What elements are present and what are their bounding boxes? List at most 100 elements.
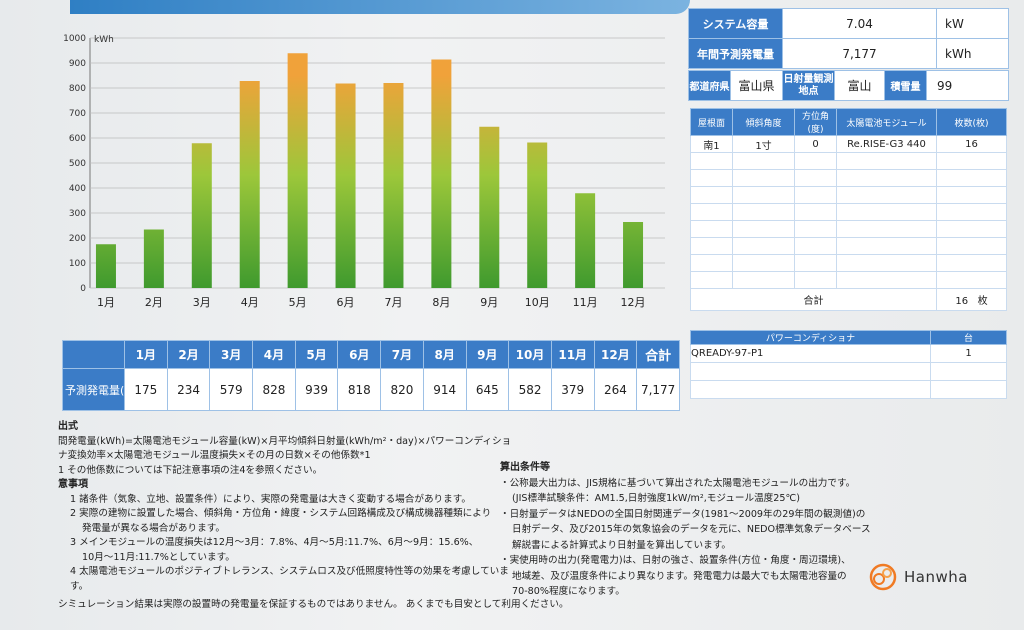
bar-4月 <box>239 81 260 288</box>
month-value: 828 <box>252 368 296 411</box>
hanwha-logo-text: Hanwha <box>904 568 968 586</box>
month-value: 175 <box>124 368 168 411</box>
module-cell <box>732 220 795 238</box>
monthly-table-corner <box>62 340 125 369</box>
month-value: 645 <box>465 368 510 411</box>
module-cell <box>690 237 733 255</box>
site-value: 富山 <box>834 70 885 101</box>
capacity-unit: kW <box>936 8 1009 39</box>
calc-conditions: 算出条件等 ・公称最大出力は、JIS規格に基づいて算出された太陽電池モジュールの… <box>500 460 880 600</box>
caution-1: 1 諸条件（気象、立地、設置条件）により、実際の発電量は大きく変動する場合があり… <box>70 493 471 505</box>
bar-6月 <box>335 83 356 288</box>
y-tick-label: 600 <box>69 134 86 144</box>
month-header: 1月 <box>124 340 168 369</box>
module-cell <box>836 271 937 289</box>
formula-text: 間発電量(kWh)=太陽電池モジュール容量(kW)×月平均傾斜日射量(kWh/m… <box>58 435 512 462</box>
hanwha-logo-icon <box>869 563 897 591</box>
hanwha-logo: Hanwha <box>868 560 988 594</box>
y-tick-label: 900 <box>69 59 86 69</box>
module-row <box>690 186 1007 204</box>
pc-row-name: QREADY-97-P1 <box>690 344 931 363</box>
power-conditioner-table: パワーコンディショナ 台 QREADY-97-P1 1 <box>690 330 1007 399</box>
bar-11月 <box>575 193 596 288</box>
bar-12月 <box>623 222 644 288</box>
module-cell <box>936 271 1007 289</box>
month-header: 10月 <box>508 340 552 369</box>
module-cell <box>732 186 795 204</box>
module-cell <box>732 152 795 170</box>
module-row <box>690 203 1007 221</box>
month-value: 914 <box>422 368 467 411</box>
x-tick-label: 12月 <box>621 296 646 309</box>
module-header: 方位角(度) <box>794 108 837 136</box>
caution-heading: 意事項 <box>58 479 88 490</box>
module-cell <box>936 237 1007 255</box>
caution-2b: 発電量が異なる場合があります。 <box>82 522 225 534</box>
calc-line-3: ・日射量データはNEDOの全国日射関連データ(1981～2009年の29年間の観… <box>500 508 866 520</box>
month-value: 939 <box>294 368 339 411</box>
total-header: 合計 <box>636 340 680 369</box>
capacity-label: システム容量 <box>688 8 783 39</box>
module-cell <box>936 220 1007 238</box>
pc-empty-cell <box>930 362 1007 381</box>
disclaimer: シミュレーション結果は実際の設置時の発電量を保証するものではありません。 あくま… <box>58 599 569 610</box>
module-cell: Re.RISE-G3 440 <box>836 135 937 153</box>
module-cell: 南1 <box>690 135 733 153</box>
month-header: 11月 <box>550 340 595 369</box>
bar-9月 <box>479 126 500 288</box>
x-tick-label: 9月 <box>480 296 498 309</box>
month-header: 3月 <box>209 340 254 369</box>
module-cell <box>690 254 733 272</box>
module-cell <box>690 152 733 170</box>
module-cell <box>732 203 795 221</box>
y-tick-label: 700 <box>69 109 86 119</box>
caution-3b: 10月～11月:11.7%としています。 <box>82 551 235 563</box>
module-cell <box>936 203 1007 221</box>
module-total-label: 合計 <box>690 288 937 311</box>
x-tick-label: 1月 <box>97 296 115 309</box>
pref-value: 富山県 <box>730 70 783 101</box>
location-table: 都道府県 富山県 日射量観測地点 富山 積雪量 99 <box>688 70 1009 101</box>
module-row <box>690 169 1007 187</box>
month-header: 9月 <box>465 340 510 369</box>
x-tick-label: 3月 <box>193 296 211 309</box>
calc-line-5: 解説書による計算式より日射量を算出しています。 <box>512 539 731 551</box>
module-row <box>690 254 1007 272</box>
month-value: 234 <box>166 368 211 411</box>
caution-2a: 2 実際の建物に設置した場合、傾斜角・方位角・緯度・システム回路構成及び構成機器… <box>70 508 492 519</box>
monthly-generation-chart: 0 100 200 300 400 500 600 700 800 900 1000 kWh 1月 2月 3… <box>60 24 680 324</box>
month-header: 5月 <box>294 340 339 369</box>
month-header: 4月 <box>252 340 296 369</box>
header-band <box>70 0 690 14</box>
month-value: 820 <box>380 368 424 411</box>
system-info-table: システム容量 7.04 kW 年間予測発電量 7,177 kWh <box>688 8 1009 69</box>
annual-value: 7,177 <box>782 38 937 69</box>
monthly-generation-table: 1月 2月 3月 4月 5月 6月 7月 8月 9月 10月 11月 12月 合計 予測発電量(kWh)… <box>62 340 680 411</box>
module-row <box>690 271 1007 289</box>
module-cell <box>690 169 733 187</box>
monthly-table-row-label: 予測発電量(kWh) <box>62 368 153 411</box>
pref-label: 都道府県 <box>688 70 731 101</box>
y-axis-label: kWh <box>94 35 114 45</box>
module-cell <box>732 254 795 272</box>
bar-5月 <box>287 53 308 288</box>
y-tick-label: 1000 <box>63 34 86 44</box>
module-cell <box>690 186 733 204</box>
module-cell <box>732 271 795 289</box>
calc-line-6: ・実使用時の出力(発電電力)は、日射の強さ、設置条件(方位・角度・周辺環境)、 <box>500 555 851 566</box>
calc-line-1: ・公称最大出力は、JIS規格に基づいて算出された太陽電池モジュールの出力です。 <box>500 477 856 489</box>
month-value: 579 <box>209 368 254 411</box>
module-cell <box>794 152 837 170</box>
month-value: 264 <box>593 368 638 411</box>
annual-unit: kWh <box>936 38 1009 69</box>
module-cell <box>936 254 1007 272</box>
module-cell: 16 <box>936 135 1007 153</box>
module-table-body: 南1 1寸 0 Re.RISE-G3 440 16 <box>690 135 1007 289</box>
bar-2月 <box>143 229 164 288</box>
module-cell <box>794 203 837 221</box>
bar-8月 <box>431 59 452 288</box>
calc-line-7: 地域差、及び温度条件により異なります。発電電力は最大でも太陽電池容量の <box>512 570 847 582</box>
module-cell <box>794 169 837 187</box>
pc-header-count: 台 <box>930 330 1007 345</box>
x-tick-label: 8月 <box>432 296 450 309</box>
